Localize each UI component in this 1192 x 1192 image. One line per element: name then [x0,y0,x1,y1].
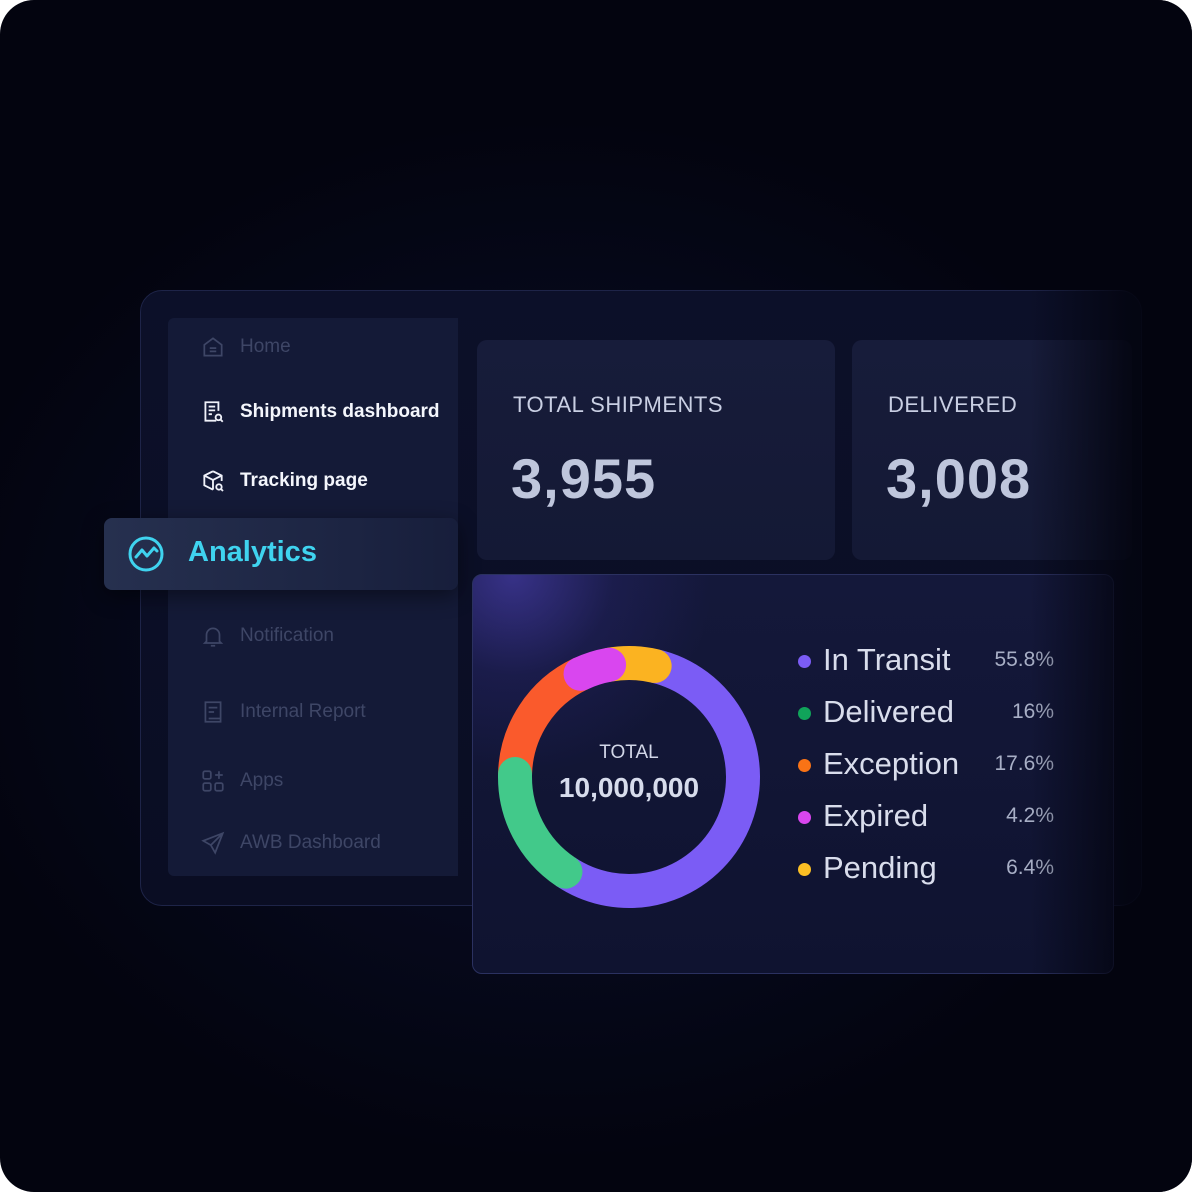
report-icon [204,701,222,723]
legend-color-dot [798,811,811,824]
home-icon [203,337,223,357]
legend-color-dot [798,863,811,876]
legend-percentage: 17.6% [994,752,1054,775]
legend-percentage: 4.2% [1006,804,1054,827]
sidebar-item-label: Home [240,336,291,357]
legend-percentage: 55.8% [994,648,1054,671]
sidebar-item-label: Shipments dashboard [240,401,440,422]
total-shipments-card: TOTAL SHIPMENTS 3,955 [477,340,835,560]
airplane-icon [201,831,225,855]
bell-icon [202,627,224,647]
sidebar-item-tracking-page[interactable]: Tracking page [200,466,368,496]
sidebar-item-home[interactable]: Home [200,332,291,362]
legend-item-pending: Pending 6.4% [796,850,1056,890]
legend-label: In Transit [823,642,951,677]
legend-label: Pending [823,850,937,885]
status-donut-chart [498,646,760,908]
sidebar-item-label: AWB Dashboard [240,832,381,853]
legend-percentage: 6.4% [1006,856,1054,879]
sidebar-item-notification[interactable]: Notification [200,621,334,651]
sidebar-item-label: Notification [240,625,334,646]
legend-percentage: 16% [1011,700,1054,723]
donut-center-value: 10,000,000 [558,772,700,803]
delivered-label: DELIVERED [888,392,1018,417]
sidebar-item-label: Tracking page [240,470,368,491]
legend-item-delivered: Delivered 16% [796,694,1056,734]
legend-item-exception: Exception 17.6% [796,746,1056,786]
legend-label: Delivered [823,694,954,729]
sidebar-item-awb-dashboard[interactable]: AWB Dashboard [200,828,381,858]
package-search-icon [203,470,224,492]
delivered-value: 3,008 [886,447,1032,510]
analytics-icon [128,536,164,572]
donut-slice-expired [563,647,627,691]
legend-item-expired: Expired 4.2% [796,798,1056,838]
apps-grid-icon [202,770,224,792]
sidebar-item-analytics[interactable]: Analytics [104,518,458,590]
sidebar-item-shipments-dashboard[interactable]: Shipments dashboard [200,397,440,427]
total-shipments-label: TOTAL SHIPMENTS [513,392,724,417]
sidebar-item-label: Internal Report [240,701,366,722]
legend-item-in-transit: In Transit 55.8% [796,642,1056,682]
legend-label: Expired [823,798,929,833]
delivered-card: DELIVERED 3,008 [852,340,1132,560]
donut-slice-in-transit [555,649,760,908]
legend-color-dot [798,707,811,720]
document-search-icon [204,401,224,423]
donut-center-label: TOTAL [599,742,659,763]
sidebar-item-apps[interactable]: Apps [200,766,283,796]
status-chart-card [472,574,1114,974]
sidebar-item-label: Analytics [188,536,317,568]
total-shipments-value: 3,955 [511,447,657,510]
sidebar-item-internal-report[interactable]: Internal Report [200,697,366,727]
legend-label: Exception [823,746,960,781]
sidebar-item-label: Apps [240,770,284,791]
legend-color-dot [798,655,811,668]
legend-color-dot [798,759,811,772]
donut-slice-delivered [498,757,583,889]
